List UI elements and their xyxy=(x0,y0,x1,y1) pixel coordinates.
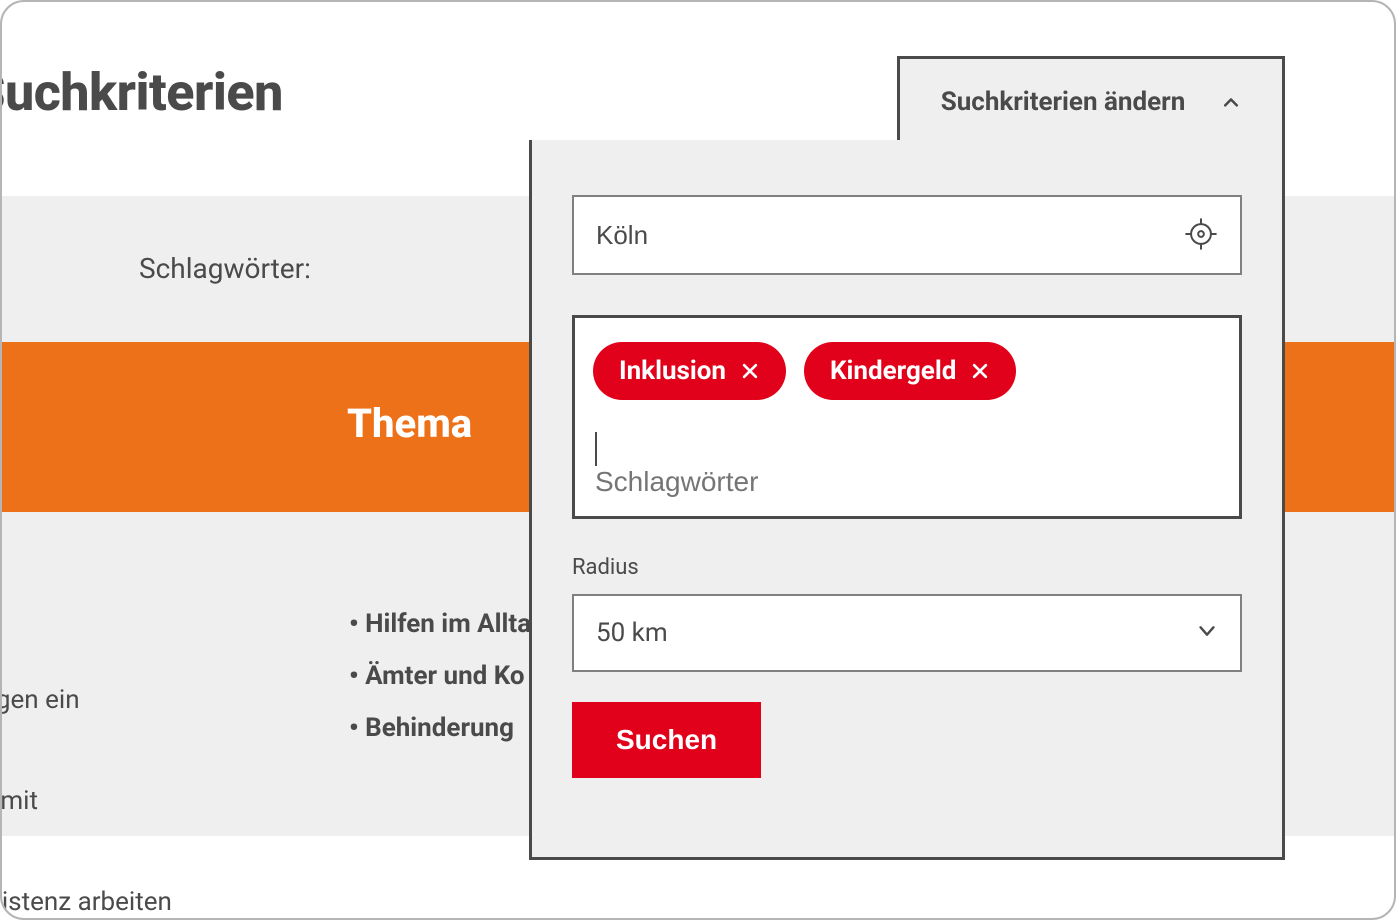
radius-selected-value: 50 km xyxy=(596,618,668,648)
radius-select[interactable]: 50 km xyxy=(572,594,1242,672)
page-title: inen Suchkriterien xyxy=(0,62,283,123)
geolocate-button[interactable] xyxy=(1184,217,1218,254)
list-item: Ämter und Ko xyxy=(349,650,531,702)
tags-field[interactable]: Inklusion Kindergeld xyxy=(572,315,1242,519)
truncated-left-text: tigungen ein chen mit e Assistenz arbeit… xyxy=(0,624,172,920)
tag-label: Inklusion xyxy=(619,356,726,386)
remove-tag-button[interactable] xyxy=(740,361,760,381)
remove-tag-button[interactable] xyxy=(970,361,990,381)
text-line: chen mit xyxy=(0,786,38,816)
search-criteria-toggle[interactable]: Suchkriterien ändern xyxy=(897,56,1285,144)
tag-chip: Kindergeld xyxy=(804,342,1016,400)
location-field[interactable] xyxy=(572,195,1242,275)
text-line: e Assistenz arbeiten xyxy=(0,887,172,917)
search-criteria-toggle-label: Suchkriterien ändern xyxy=(941,87,1186,117)
location-input[interactable] xyxy=(596,220,1184,251)
section-heading: Thema xyxy=(347,400,472,447)
search-criteria-panel: Inklusion Kindergeld Radius 50 km xyxy=(529,140,1285,860)
crosshair-icon xyxy=(1184,217,1218,254)
tag-label: Kindergeld xyxy=(830,356,956,386)
topic-bullet-list: Hilfen im Allta Ämter und Ko Behinderung xyxy=(349,598,531,754)
keywords-label: Schlagwörter: xyxy=(139,252,311,285)
search-button[interactable]: Suchen xyxy=(572,702,761,778)
text-line: tigungen ein xyxy=(0,685,80,715)
radius-label: Radius xyxy=(572,555,1242,580)
tags-input-row xyxy=(595,432,1221,498)
chevron-down-icon xyxy=(1196,620,1218,646)
list-item: Hilfen im Allta xyxy=(349,598,531,650)
tags-row: Inklusion Kindergeld xyxy=(593,342,1221,400)
list-item: Behinderung xyxy=(349,702,531,754)
tags-input[interactable] xyxy=(595,466,1221,498)
tag-chip: Inklusion xyxy=(593,342,786,400)
app-frame: inen Suchkriterien Schlagwörter: Thema H… xyxy=(0,0,1396,920)
tab-seam-cover xyxy=(900,139,1282,145)
chevron-up-icon xyxy=(1221,92,1241,112)
text-caret xyxy=(595,432,597,466)
